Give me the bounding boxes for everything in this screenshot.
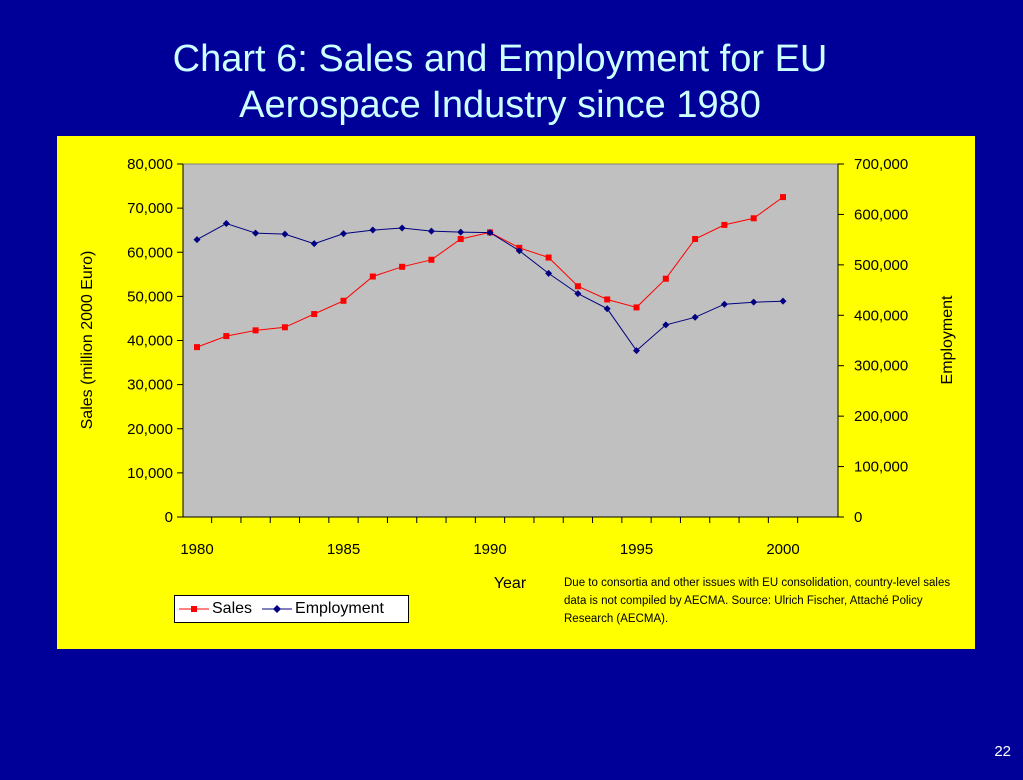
- data-point-employment: [691, 313, 699, 321]
- legend-item-sales: Sales: [179, 600, 252, 618]
- legend-label-employment: Employment: [295, 600, 384, 617]
- x-axis-tick-label: 1980: [180, 541, 213, 558]
- data-point-sales: [780, 194, 786, 201]
- data-point-employment: [662, 321, 670, 329]
- data-point-employment: [633, 347, 640, 355]
- x-axis-tick-label: 1995: [620, 541, 653, 558]
- data-point-employment: [398, 224, 406, 232]
- left-axis-tick-label: 60,000: [127, 244, 173, 261]
- x-axis-tick-label: 1990: [473, 541, 506, 558]
- right-axis-tick-label: 200,000: [854, 408, 908, 425]
- right-axis-tick-label: 100,000: [854, 459, 908, 476]
- y-axis-title: Sales (million 2000 Euro): [79, 251, 96, 430]
- left-axis-tick-label: 10,000: [127, 465, 173, 482]
- title-line-2: Aerospace Industry since 1980: [239, 84, 761, 126]
- data-point-employment: [427, 227, 435, 235]
- data-point-sales: [281, 324, 288, 331]
- data-point-sales: [574, 283, 581, 290]
- x-axis-tick-label: 2000: [766, 541, 799, 558]
- right-axis-tick-label: 500,000: [854, 257, 908, 274]
- x-axis-tick-label: 1985: [327, 541, 360, 558]
- data-point-sales: [604, 296, 611, 303]
- left-axis-tick-label: 30,000: [127, 377, 173, 394]
- right-axis-tick-label: 0: [854, 509, 862, 526]
- left-axis-tick-label: 40,000: [127, 333, 173, 350]
- data-point-employment: [545, 269, 553, 277]
- slide-title: Chart 6: Sales and Employment for EU Aer…: [0, 36, 1000, 128]
- legend-item-employment: Employment: [262, 600, 384, 618]
- left-axis-tick-label: 50,000: [127, 288, 173, 305]
- data-point-sales: [223, 333, 230, 340]
- data-point-employment: [603, 305, 611, 313]
- data-point-sales: [399, 263, 406, 270]
- data-point-sales: [457, 236, 464, 243]
- right-axis-tick-label: 400,000: [854, 307, 908, 324]
- left-axis-tick-label: 20,000: [127, 421, 173, 438]
- data-point-sales: [340, 297, 347, 304]
- right-axis-tick-label: 600,000: [854, 206, 908, 223]
- data-point-sales: [721, 221, 728, 228]
- data-point-employment: [750, 298, 758, 306]
- data-point-employment: [515, 247, 523, 255]
- legend-label-sales: Sales: [212, 600, 253, 617]
- right-axis-tick-label: 300,000: [854, 358, 908, 375]
- data-point-employment: [340, 230, 347, 238]
- data-point-employment: [252, 229, 260, 237]
- data-point-employment: [310, 240, 318, 248]
- legend-swatch-sales: [179, 606, 209, 612]
- data-point-sales: [311, 311, 318, 318]
- source-note: Due to consortia and other issues with E…: [564, 577, 951, 625]
- title-line-1: Chart 6: Sales and Employment for EU: [172, 38, 828, 80]
- page-number: 22: [994, 743, 1011, 760]
- y2-axis-title: Employment: [939, 295, 956, 384]
- right-axis-tick-label: 700,000: [854, 156, 908, 173]
- data-point-employment: [457, 228, 465, 236]
- data-point-employment: [720, 300, 728, 308]
- data-point-employment: [574, 290, 582, 298]
- left-axis-tick-label: 70,000: [127, 200, 173, 217]
- data-point-sales: [428, 256, 435, 263]
- data-point-employment: [193, 236, 201, 244]
- data-point-sales: [545, 254, 552, 261]
- data-point-sales: [662, 275, 669, 282]
- data-point-sales: [194, 344, 200, 351]
- data-point-sales: [369, 273, 376, 280]
- data-point-employment: [486, 229, 494, 237]
- data-point-employment: [369, 226, 377, 234]
- data-point-sales: [252, 327, 259, 334]
- chart-legend: Sales Employment: [174, 595, 409, 623]
- data-point-sales: [692, 236, 699, 243]
- data-point-sales: [633, 304, 640, 311]
- plot-area: [182, 163, 839, 518]
- left-axis-tick-label: 0: [165, 509, 173, 526]
- legend-swatch-employment: [262, 605, 293, 613]
- x-axis-title: Year: [494, 575, 527, 592]
- data-point-employment: [281, 230, 289, 238]
- data-point-employment: [779, 297, 787, 305]
- left-axis-tick-label: 80,000: [127, 156, 173, 173]
- data-point-employment: [222, 220, 230, 228]
- data-point-sales: [750, 215, 757, 222]
